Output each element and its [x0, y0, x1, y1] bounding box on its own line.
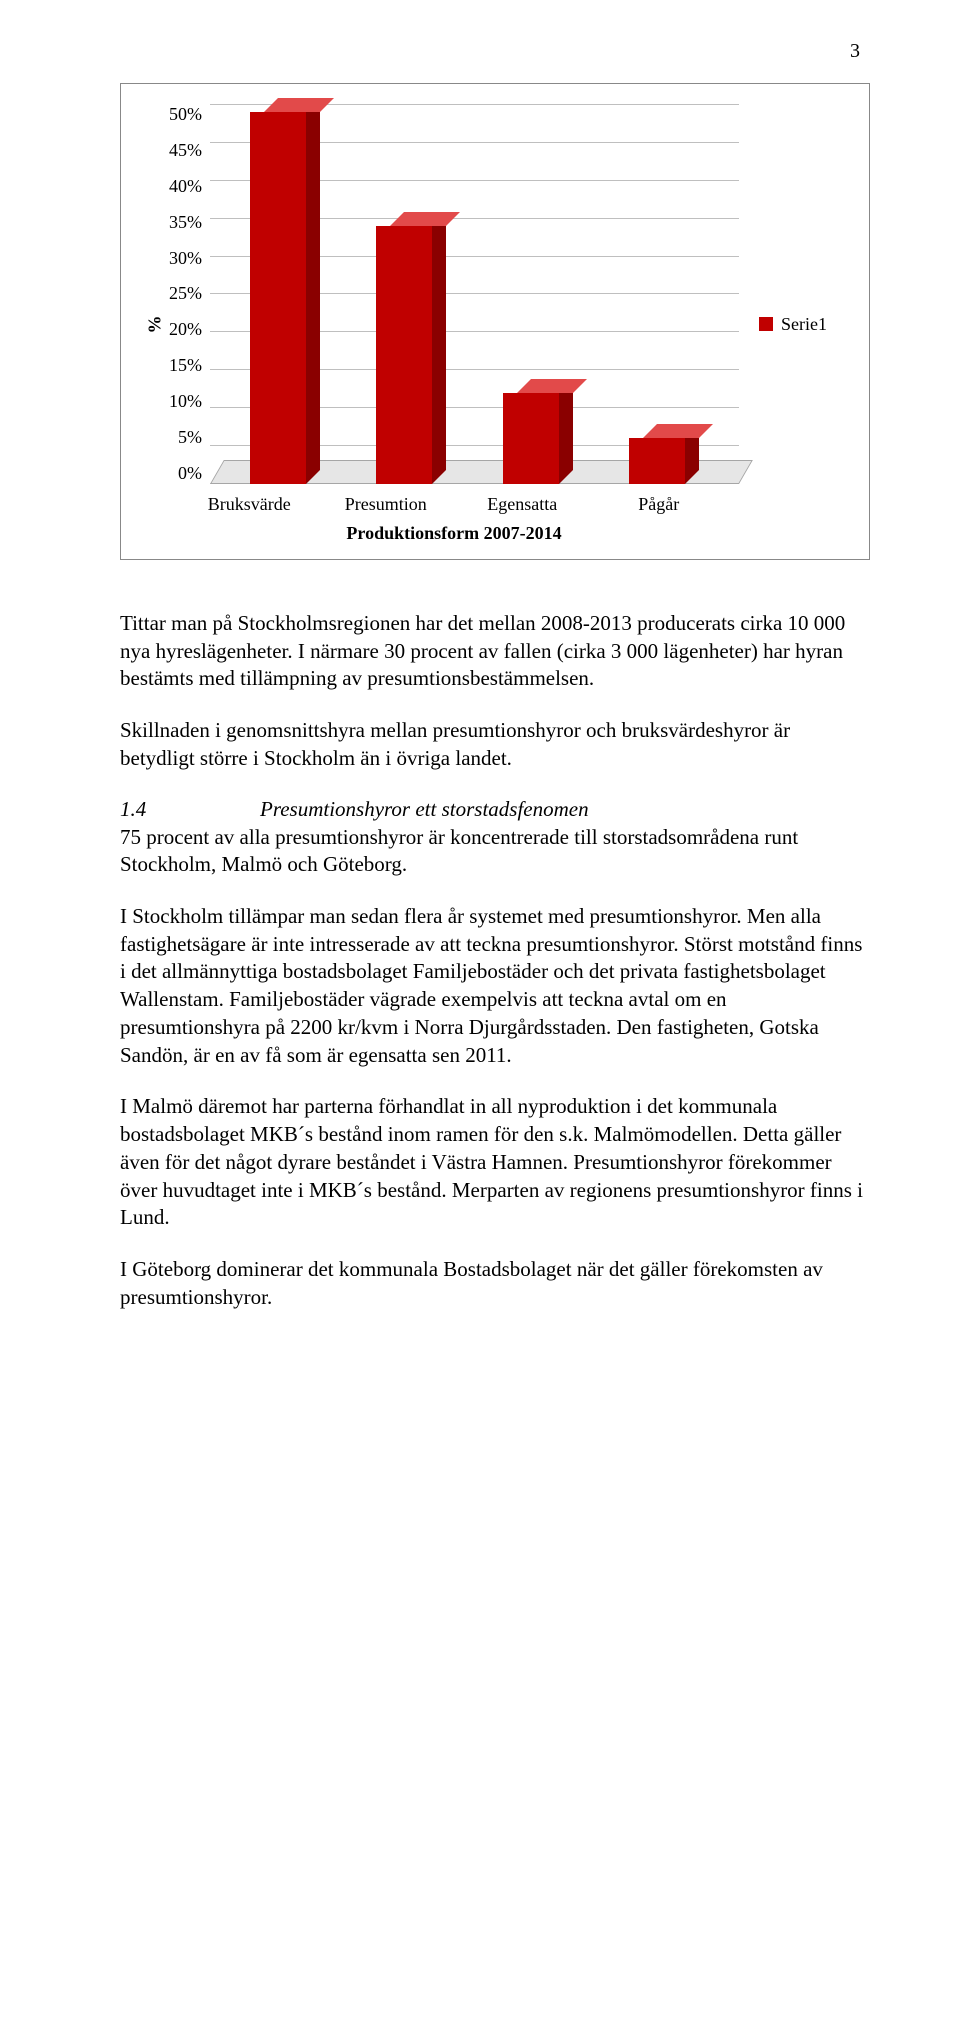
y-tick-label: 30%: [169, 248, 202, 269]
section-heading: 1.4 Presumtionshyror ett storstadsfenome…: [120, 797, 870, 822]
page: 3 % 50% 45% 40% 35% 30% 25% 20% 15% 10% 5% 0% Bruk…: [0, 0, 960, 1395]
bar-top: [390, 212, 460, 226]
bar: [503, 393, 573, 484]
x-tick-label: Presumtion: [318, 494, 455, 515]
legend-item: Serie1: [759, 314, 827, 335]
x-axis: BruksvärdePresumtionEgensattaPågår: [169, 484, 739, 515]
legend-label: Serie1: [781, 314, 827, 335]
bar-front: [376, 226, 432, 484]
y-tick-label: 5%: [178, 427, 202, 448]
bar-top: [264, 98, 334, 112]
bar-side: [432, 212, 446, 484]
y-tick-label: 0%: [178, 463, 202, 484]
section-title: Presumtionshyror ett storstadsfenomen: [260, 797, 589, 822]
x-tick-label: Pågår: [591, 494, 728, 515]
bar-front: [629, 438, 685, 484]
bar-side: [559, 379, 573, 484]
bars: [210, 104, 739, 484]
y-tick-label: 20%: [169, 319, 202, 340]
plot-area: 50% 45% 40% 35% 30% 25% 20% 15% 10% 5% 0%: [169, 104, 739, 484]
y-tick-label: 50%: [169, 104, 202, 125]
y-axis: 50% 45% 40% 35% 30% 25% 20% 15% 10% 5% 0%: [169, 104, 210, 484]
paragraph-1: Tittar man på Stockholmsregionen har det…: [120, 610, 870, 693]
bar-front: [503, 393, 559, 484]
bar-top: [517, 379, 587, 393]
x-tick-label: Egensatta: [454, 494, 591, 515]
y-tick-label: 45%: [169, 140, 202, 161]
page-number: 3: [120, 40, 870, 63]
y-tick-label: 15%: [169, 355, 202, 376]
paragraph-5: I Malmö däremot har parterna förhandlat …: [120, 1093, 870, 1232]
chart-legend: Serie1: [739, 104, 849, 544]
x-axis-title: Produktionsform 2007-2014: [169, 523, 739, 544]
section-number: 1.4: [120, 797, 260, 822]
body-text: Tittar man på Stockholmsregionen har det…: [120, 610, 870, 1311]
paragraph-2: Skillnaden i genomsnittshyra mellan pres…: [120, 717, 870, 772]
chart-inner: % 50% 45% 40% 35% 30% 25% 20% 15% 10% 5% 0% Bruksv…: [141, 104, 849, 544]
paragraph-4: I Stockholm tillämpar man sedan flera år…: [120, 903, 870, 1069]
x-tick-label: Bruksvärde: [181, 494, 318, 515]
y-axis-label-container: %: [141, 104, 169, 544]
y-axis-label: %: [145, 315, 166, 333]
bar: [250, 112, 320, 484]
legend-swatch: [759, 317, 773, 331]
paragraph-3: 75 procent av alla presumtionshyror är k…: [120, 824, 870, 879]
bar-front: [250, 112, 306, 484]
chart-container: % 50% 45% 40% 35% 30% 25% 20% 15% 10% 5% 0% Bruksv…: [120, 83, 870, 560]
y-tick-label: 10%: [169, 391, 202, 412]
bar-top: [643, 424, 713, 438]
chart-main: 50% 45% 40% 35% 30% 25% 20% 15% 10% 5% 0% Bruksvär…: [169, 104, 739, 544]
y-tick-label: 40%: [169, 176, 202, 197]
paragraph-6: I Göteborg dominerar det kommunala Bosta…: [120, 1256, 870, 1311]
bars-area: [210, 104, 739, 484]
bar: [629, 438, 699, 484]
y-tick-label: 35%: [169, 212, 202, 233]
y-tick-label: 25%: [169, 283, 202, 304]
bar-side: [306, 98, 320, 484]
bar: [376, 226, 446, 484]
